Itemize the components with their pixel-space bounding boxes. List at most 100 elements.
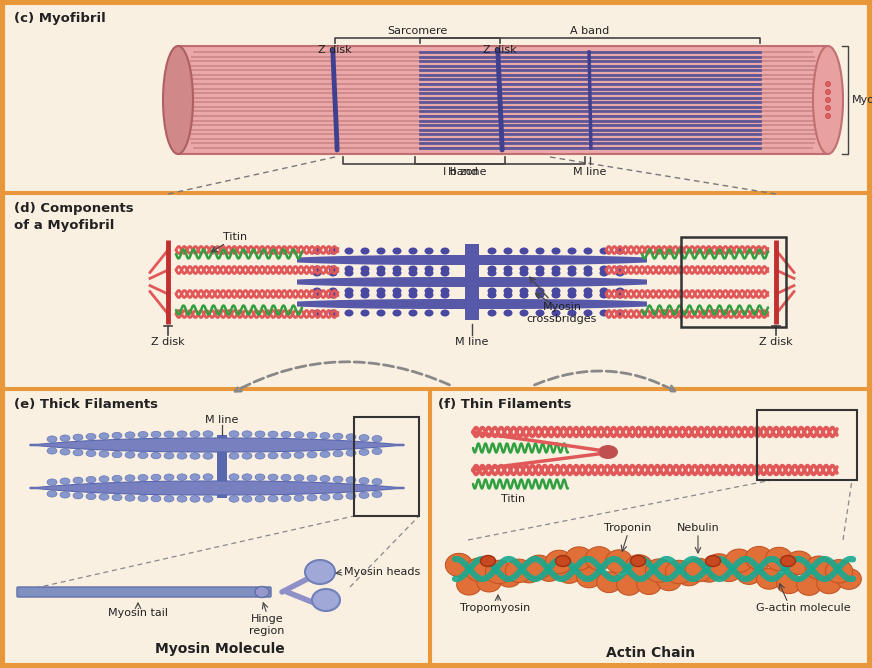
- Ellipse shape: [466, 558, 493, 581]
- Ellipse shape: [359, 449, 369, 456]
- Ellipse shape: [360, 291, 370, 299]
- Ellipse shape: [312, 589, 340, 611]
- Ellipse shape: [329, 248, 337, 255]
- Ellipse shape: [346, 477, 356, 483]
- Bar: [354, 417, 419, 516]
- Text: Titin: Titin: [501, 494, 525, 504]
- Ellipse shape: [616, 291, 624, 299]
- Ellipse shape: [408, 265, 418, 273]
- Ellipse shape: [506, 559, 533, 582]
- Polygon shape: [297, 299, 472, 309]
- Ellipse shape: [360, 248, 370, 255]
- Ellipse shape: [551, 287, 561, 295]
- Ellipse shape: [255, 474, 265, 480]
- Ellipse shape: [203, 453, 213, 459]
- Ellipse shape: [360, 287, 370, 295]
- Ellipse shape: [596, 572, 622, 593]
- Ellipse shape: [535, 248, 544, 255]
- Text: M line: M line: [573, 167, 607, 177]
- Ellipse shape: [600, 248, 609, 255]
- Ellipse shape: [392, 291, 401, 299]
- Text: A band: A band: [570, 26, 610, 36]
- Ellipse shape: [177, 453, 187, 459]
- Ellipse shape: [480, 556, 495, 566]
- Ellipse shape: [520, 291, 528, 299]
- Ellipse shape: [583, 269, 592, 277]
- Ellipse shape: [164, 474, 174, 480]
- Ellipse shape: [312, 248, 322, 255]
- Ellipse shape: [520, 309, 528, 317]
- Text: Myosin heads: Myosin heads: [344, 567, 420, 577]
- Ellipse shape: [307, 475, 317, 482]
- Ellipse shape: [440, 291, 449, 299]
- Ellipse shape: [125, 432, 135, 438]
- Ellipse shape: [556, 562, 582, 583]
- Ellipse shape: [203, 496, 213, 502]
- Ellipse shape: [726, 549, 753, 572]
- Ellipse shape: [312, 309, 322, 317]
- Ellipse shape: [294, 475, 304, 481]
- Ellipse shape: [307, 494, 317, 501]
- Ellipse shape: [440, 269, 449, 277]
- Ellipse shape: [503, 291, 513, 299]
- Ellipse shape: [551, 291, 561, 299]
- Ellipse shape: [487, 287, 496, 295]
- Ellipse shape: [329, 287, 337, 295]
- Ellipse shape: [408, 248, 418, 255]
- Ellipse shape: [645, 559, 672, 582]
- Ellipse shape: [86, 450, 96, 457]
- Ellipse shape: [583, 287, 592, 295]
- Ellipse shape: [190, 474, 200, 480]
- Ellipse shape: [312, 291, 322, 299]
- Text: Actin Chain: Actin Chain: [606, 646, 695, 660]
- Ellipse shape: [281, 432, 291, 438]
- Ellipse shape: [229, 431, 239, 438]
- Ellipse shape: [600, 265, 609, 273]
- Ellipse shape: [605, 550, 633, 573]
- Bar: [4, 390, 429, 664]
- Ellipse shape: [190, 496, 200, 502]
- Ellipse shape: [242, 474, 252, 480]
- Circle shape: [826, 81, 830, 86]
- Ellipse shape: [307, 432, 317, 438]
- Ellipse shape: [487, 309, 496, 317]
- Ellipse shape: [503, 248, 513, 255]
- Ellipse shape: [294, 495, 304, 502]
- Ellipse shape: [551, 265, 561, 273]
- Ellipse shape: [312, 269, 322, 277]
- Ellipse shape: [576, 567, 602, 588]
- Ellipse shape: [151, 452, 161, 459]
- Text: Z disk: Z disk: [318, 45, 351, 55]
- Ellipse shape: [516, 562, 542, 583]
- Ellipse shape: [583, 291, 592, 299]
- Ellipse shape: [440, 287, 449, 295]
- Ellipse shape: [377, 309, 385, 317]
- Text: (e) Thick Filaments: (e) Thick Filaments: [14, 398, 158, 411]
- Circle shape: [826, 106, 830, 110]
- Ellipse shape: [520, 287, 528, 295]
- Ellipse shape: [242, 431, 252, 438]
- Ellipse shape: [138, 432, 148, 438]
- Ellipse shape: [377, 269, 385, 277]
- Ellipse shape: [307, 452, 317, 458]
- Ellipse shape: [377, 265, 385, 273]
- Ellipse shape: [806, 556, 833, 579]
- Ellipse shape: [346, 450, 356, 456]
- Text: Tropomyosin: Tropomyosin: [460, 603, 530, 613]
- Ellipse shape: [568, 248, 576, 255]
- Ellipse shape: [177, 431, 187, 438]
- Ellipse shape: [630, 556, 645, 566]
- Ellipse shape: [164, 496, 174, 502]
- Bar: [757, 410, 857, 480]
- Ellipse shape: [177, 496, 187, 502]
- Ellipse shape: [746, 546, 773, 570]
- Ellipse shape: [536, 560, 562, 581]
- Ellipse shape: [360, 309, 370, 317]
- Ellipse shape: [600, 291, 609, 299]
- Ellipse shape: [813, 46, 843, 154]
- Ellipse shape: [766, 547, 793, 570]
- Ellipse shape: [583, 248, 592, 255]
- Ellipse shape: [503, 265, 513, 273]
- Ellipse shape: [677, 565, 701, 586]
- Ellipse shape: [616, 265, 624, 273]
